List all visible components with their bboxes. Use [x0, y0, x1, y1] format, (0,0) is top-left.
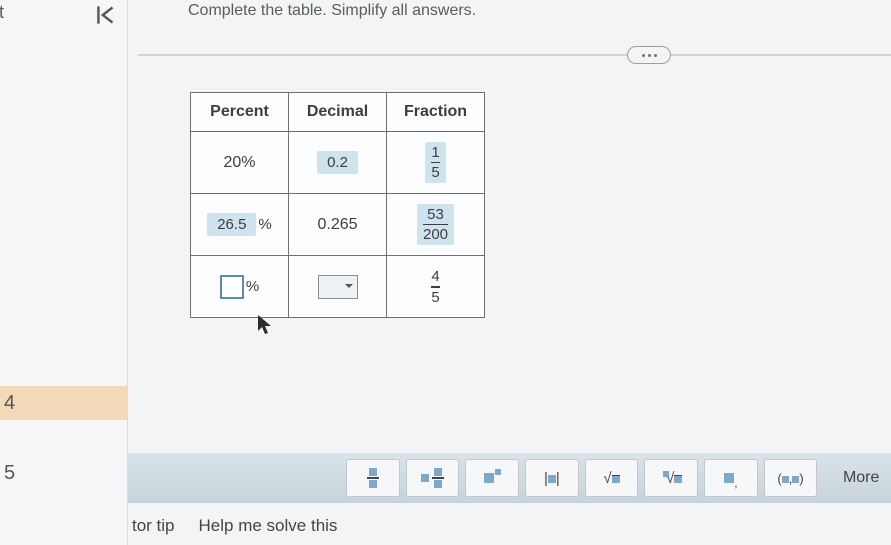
cell-fraction-2: 53200: [387, 194, 485, 256]
decimal-dropdown[interactable]: [318, 275, 358, 299]
main-panel: Complete the table. Simplify all answers…: [128, 0, 891, 545]
current-question-highlight: [0, 386, 127, 420]
cursor-icon: [256, 314, 274, 341]
tool-sqrt-button[interactable]: √: [585, 459, 639, 497]
percent-input[interactable]: [220, 275, 244, 299]
tool-subscript-button[interactable]: ,: [704, 459, 758, 497]
fraction-static: 45: [431, 269, 439, 304]
conversion-table: Percent Decimal Fraction 20% 0.2 15 26.5…: [190, 92, 485, 318]
cell-percent-1: 20%: [191, 132, 289, 194]
header-decimal: Decimal: [289, 93, 387, 132]
tool-mixed-number-button[interactable]: [406, 459, 460, 497]
tool-absolute-value-button[interactable]: ||: [525, 459, 579, 497]
tool-more-button[interactable]: More: [831, 459, 891, 497]
question-nav-5[interactable]: 5: [4, 462, 15, 485]
tutor-tip-fragment[interactable]: tor tip: [132, 516, 175, 536]
cell-decimal-1: 0.2: [289, 132, 387, 194]
fraction-answer: 53200: [417, 204, 454, 245]
cell-fraction-1: 15: [387, 132, 485, 194]
question-nav-4[interactable]: 4: [4, 392, 15, 415]
instruction-text: Complete the table. Simplify all answers…: [188, 2, 476, 20]
bottom-links: tor tip Help me solve this: [128, 511, 891, 541]
cell-decimal-3: [289, 256, 387, 318]
cell-decimal-2: 0.265: [289, 194, 387, 256]
table-row: 26.5% 0.265 53200: [191, 194, 485, 256]
math-toolbar: || √ √ , (,) More: [128, 453, 891, 503]
fraction-answer: 15: [425, 142, 445, 183]
divider: [138, 54, 891, 56]
help-me-solve-link[interactable]: Help me solve this: [199, 516, 338, 536]
answer-chip: 0.2: [317, 151, 358, 174]
tool-nroot-button[interactable]: √: [644, 459, 698, 497]
collapse-left-icon: [93, 15, 119, 32]
answer-chip: 26.5: [207, 213, 256, 236]
tool-fraction-button[interactable]: [346, 459, 400, 497]
tool-interval-button[interactable]: (,): [764, 459, 818, 497]
collapse-sidebar-button[interactable]: [93, 2, 119, 33]
cell-fraction-3: 45: [387, 256, 485, 318]
more-options-button[interactable]: [627, 46, 671, 64]
cell-percent-2: 26.5%: [191, 194, 289, 256]
header-fraction: Fraction: [387, 93, 485, 132]
header-percent: Percent: [191, 93, 289, 132]
chevron-down-icon: [344, 278, 354, 296]
tool-exponent-button[interactable]: [465, 459, 519, 497]
sidebar-title-fragment: st: [0, 2, 4, 23]
question-sidebar: st 4 5: [0, 0, 128, 545]
table-row: % 45: [191, 256, 485, 318]
cell-percent-3: %: [191, 256, 289, 318]
table-row: 20% 0.2 15: [191, 132, 485, 194]
